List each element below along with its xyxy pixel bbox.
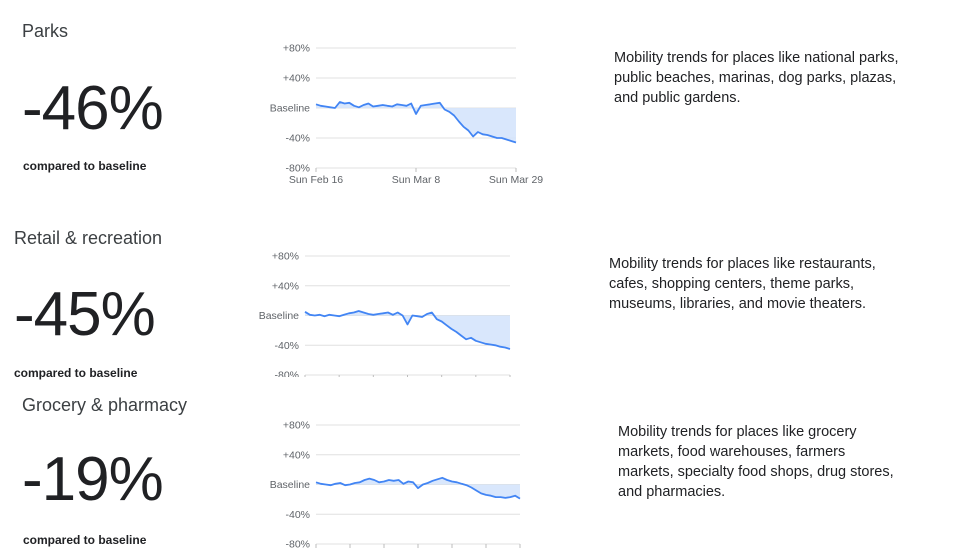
x-tick-label: Sun Mar 8 (392, 174, 441, 186)
description-line: markets, specialty food shops, drug stor… (618, 464, 894, 480)
y-tick-label: +40% (283, 73, 310, 85)
y-tick-label: -40% (274, 340, 299, 352)
y-tick-label: +80% (272, 251, 299, 263)
compared-label: compared to baseline (14, 366, 138, 380)
category-section-grocery-pharmacy: Grocery & pharmacy -19% compared to base… (0, 385, 980, 551)
change-percentage: -45% (14, 280, 156, 349)
trend-line (315, 476, 521, 500)
category-title: Retail & recreation (14, 228, 163, 248)
y-tick-label: -80% (285, 539, 310, 551)
mobility-chart-retail-recreation: +80% +40% Baseline -40% -80% (259, 251, 511, 378)
category-title: Parks (22, 21, 69, 41)
y-tick-label: +80% (283, 43, 310, 55)
y-tick-label: +40% (272, 280, 299, 292)
category-section-parks: Parks -46% compared to baseline +80% +40%… (0, 0, 980, 200)
y-tick-label: -80% (285, 163, 310, 175)
x-tick-label: Sun Mar 29 (489, 174, 543, 186)
x-tick-label: Sun Feb 16 (289, 174, 343, 186)
deviation-area (316, 102, 516, 143)
description-line: museums, libraries, and movie theaters. (609, 296, 867, 312)
y-tick-label: Baseline (270, 479, 310, 491)
y-tick-label: -40% (285, 133, 310, 145)
description-line: and pharmacies. (618, 484, 726, 500)
description-line: Mobility trends for places like restaura… (609, 256, 876, 272)
y-tick-label: +80% (283, 420, 310, 432)
y-tick-label: Baseline (270, 103, 310, 115)
category-title: Grocery & pharmacy (22, 395, 188, 415)
trend-line (315, 101, 517, 144)
compared-label: compared to baseline (23, 533, 147, 547)
description-line: Mobility trends for places like grocery (618, 424, 857, 440)
description-line: and public gardens. (614, 90, 741, 106)
trend-line (304, 310, 511, 350)
deviation-area (305, 311, 510, 349)
y-tick-label: Baseline (259, 310, 299, 322)
y-tick-label: +40% (283, 449, 310, 461)
change-percentage: -46% (22, 74, 164, 143)
mobility-chart-parks: +80% +40% Baseline -40% -80%Sun Feb 16 Sun Ma… (270, 43, 544, 187)
change-percentage: -19% (22, 445, 164, 514)
mobility-chart-grocery-pharmacy: +80% +40% Baseline -40% -80% (270, 420, 521, 551)
description-line: public beaches, marinas, dog parks, plaz… (614, 70, 897, 86)
category-description: Mobility trends for places like restaura… (609, 254, 876, 314)
category-section-retail-recreation: Retail & recreation -45% compared to bas… (0, 200, 980, 385)
compared-label: compared to baseline (23, 159, 147, 173)
y-tick-label: -80% (274, 370, 299, 378)
y-tick-label: -40% (285, 509, 310, 521)
description-line: Mobility trends for places like national… (614, 50, 899, 66)
description-line: markets, food warehouses, farmers (618, 444, 846, 460)
category-description: Mobility trends for places like grocery … (618, 422, 894, 502)
category-description: Mobility trends for places like national… (614, 48, 899, 108)
description-line: cafes, shopping centers, theme parks, (609, 276, 855, 292)
